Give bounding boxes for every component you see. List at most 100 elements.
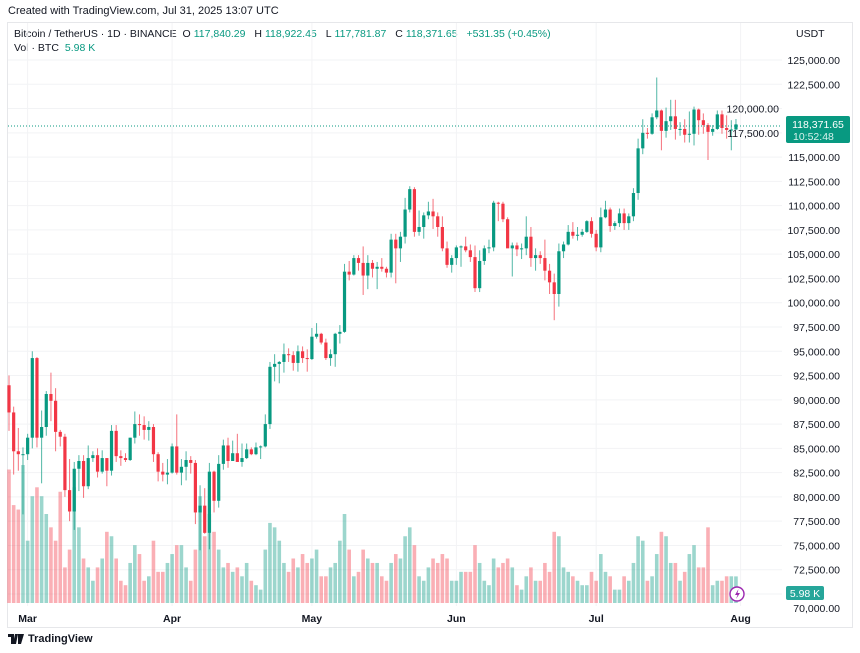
candle (655, 77, 659, 120)
volume-bar (142, 580, 146, 603)
candle (119, 450, 123, 466)
volume-bar (515, 585, 519, 603)
candle-body (659, 110, 663, 131)
volume-bar (468, 571, 473, 603)
candle (683, 119, 687, 143)
candle-body (650, 117, 654, 134)
volume-bar (30, 496, 35, 603)
candle-body (608, 209, 612, 227)
candle-body (501, 203, 505, 220)
candle (533, 248, 538, 271)
candle (478, 250, 482, 293)
candle-body (58, 431, 62, 437)
lightning-icon[interactable] (729, 586, 745, 602)
candle-body (426, 211, 430, 216)
volume-bar (207, 514, 212, 603)
candle-body (207, 471, 211, 533)
candle-body (170, 446, 174, 473)
low-value: L 117,781.87 (326, 28, 390, 40)
candle (566, 225, 570, 246)
candle (268, 361, 272, 429)
candle (436, 212, 440, 237)
volume-bar (165, 562, 170, 603)
y-tick-label: 80,000.00 (793, 492, 840, 504)
candle-body (193, 462, 197, 513)
candle (422, 212, 426, 239)
volume-bar (188, 580, 193, 603)
candle (263, 414, 267, 448)
candle-body (599, 217, 603, 248)
volume-bar (338, 540, 342, 603)
candle-body (580, 231, 584, 235)
candle-body (203, 505, 207, 533)
candle (734, 119, 738, 131)
candle (520, 243, 524, 260)
grid (8, 23, 782, 606)
candle (156, 452, 160, 482)
volume-bar (557, 536, 561, 603)
candle (664, 107, 668, 138)
volume-bar (254, 585, 258, 603)
candle (501, 201, 505, 223)
currency-label[interactable]: USDT (796, 28, 825, 40)
candle-body (552, 282, 556, 294)
volume-bar (67, 549, 72, 603)
volume-bar (44, 514, 49, 603)
candle-body (310, 336, 314, 360)
candle-body (506, 219, 510, 249)
candle (575, 226, 580, 241)
candle (207, 462, 211, 550)
candle (203, 488, 207, 534)
created-with-text: Created with TradingView.com, Jul 31, 20… (8, 5, 279, 17)
candle (296, 345, 300, 372)
candle (179, 459, 184, 486)
volume-bar (370, 562, 375, 603)
volume-bar (160, 571, 165, 603)
volume-bar (380, 576, 384, 603)
candle (366, 255, 370, 290)
candle-body (711, 128, 715, 132)
x-tick-label: Apr (163, 613, 181, 625)
volume-bar (179, 545, 184, 603)
volume-bar (268, 522, 272, 603)
volume-bar (310, 558, 314, 603)
volume-bar (608, 576, 612, 603)
candle-body (533, 255, 538, 259)
volume-bar (673, 562, 678, 603)
candle (114, 425, 118, 462)
candle-body (77, 460, 81, 469)
candle (426, 201, 430, 220)
candle (506, 217, 510, 249)
candle (277, 360, 281, 384)
candle (687, 111, 691, 143)
candle-body (291, 355, 295, 363)
volume-bar (682, 571, 687, 603)
volume-bar (449, 580, 454, 603)
candle (81, 455, 86, 498)
candle (175, 414, 179, 475)
candle-body (482, 248, 486, 261)
candle-body (245, 449, 249, 459)
volume-bar (678, 580, 682, 603)
candle (254, 442, 258, 456)
candle (249, 447, 253, 456)
volume-bar (622, 576, 626, 603)
candle-body (319, 333, 323, 343)
volume-bar (701, 567, 706, 603)
tradingview-logo[interactable]: TradingView (8, 633, 93, 645)
volume-badge-bg (786, 586, 824, 600)
candle-body (412, 189, 417, 232)
candle (384, 266, 389, 278)
open-label: O (182, 28, 191, 40)
candle-body (161, 471, 165, 475)
candle-body (422, 215, 426, 227)
candle (338, 325, 342, 344)
candle-body (40, 427, 44, 438)
candle-body (119, 456, 123, 459)
volume-bar (133, 545, 137, 603)
candle-body (221, 445, 225, 464)
candle-body (26, 437, 30, 455)
candle (412, 187, 417, 237)
candle (370, 260, 375, 278)
